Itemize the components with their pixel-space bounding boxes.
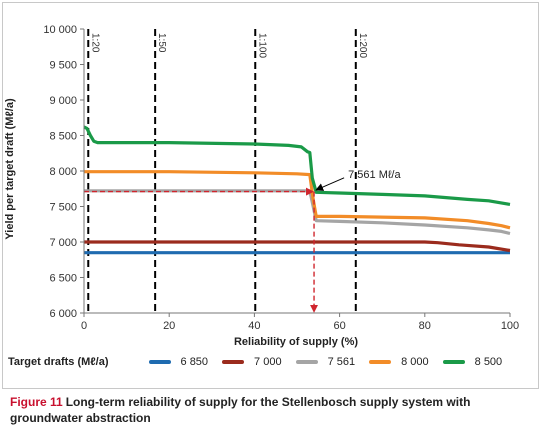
- y-tick-label: 8 500: [49, 131, 77, 143]
- y-tick-label: 9 000: [49, 95, 77, 107]
- y-tick-label: 8 000: [49, 166, 77, 178]
- legend-item-8500: 8 500: [442, 356, 503, 368]
- legend-item-8000: 8 000: [369, 356, 429, 368]
- return-period-label: 1:20: [89, 33, 100, 53]
- figure-frame: [2, 2, 539, 389]
- y-tick-label: 7 000: [49, 237, 77, 249]
- x-tick-label: 0: [81, 320, 87, 332]
- x-axis-title: Reliability of supply (%): [234, 336, 358, 348]
- y-tick-label: 9 500: [49, 60, 77, 72]
- legend-item-7561: 7 561: [295, 356, 356, 368]
- legend-title: Target drafts (Mℓ/a): [8, 356, 109, 368]
- y-axis-title: Yield per target draft (Mℓ/a): [4, 98, 16, 240]
- annotation-label: 7 561 Mℓ/a: [348, 169, 401, 181]
- annotation-arrow: [315, 177, 345, 191]
- legend-swatch-7561: [295, 360, 318, 364]
- series-line-8500: [83, 125, 511, 206]
- series-line-8000: [84, 170, 511, 230]
- figure-caption: Figure 11 Long-term reliability of supply…: [10, 394, 535, 426]
- legend-label-8500: 8 500: [474, 356, 503, 368]
- x-tick-label: 60: [333, 320, 345, 332]
- x-tick-label: 20: [163, 320, 175, 332]
- caption-text: Long-term reliability of supply for the …: [10, 395, 471, 425]
- legend-item-6850: 6 850: [148, 356, 209, 368]
- legend-label-8000: 8 000: [401, 356, 429, 368]
- x-tick-label: 40: [248, 320, 260, 332]
- legend-swatch-6850: [148, 360, 171, 364]
- legend-swatch-8500: [442, 360, 465, 364]
- legend: Target drafts (Mℓ/a) 6 850 7 000 7 561 8…: [8, 352, 533, 372]
- x-tick-label: 80: [419, 320, 431, 332]
- y-tick-label: 6 000: [49, 308, 77, 320]
- legend-swatch-7000: [222, 360, 245, 364]
- y-tick-label: 7 500: [49, 202, 77, 214]
- series-line-7000: [84, 240, 511, 253]
- legend-item-7000: 7 000: [222, 356, 282, 368]
- caption-label: Figure 11: [10, 395, 63, 409]
- legend-label-6850: 6 850: [180, 356, 209, 368]
- legend-swatch-8000: [369, 360, 392, 364]
- return-period-label: 1:200: [357, 33, 368, 58]
- legend-label-7561: 7 561: [327, 356, 356, 368]
- legend-label-7000: 7 000: [254, 356, 282, 368]
- y-tick-label: 6 500: [49, 273, 77, 285]
- return-period-label: 1:100: [256, 33, 267, 58]
- x-tick-label: 100: [501, 320, 519, 332]
- return-period-label: 1:50: [156, 33, 167, 53]
- y-tick-label: 10 000: [43, 24, 77, 36]
